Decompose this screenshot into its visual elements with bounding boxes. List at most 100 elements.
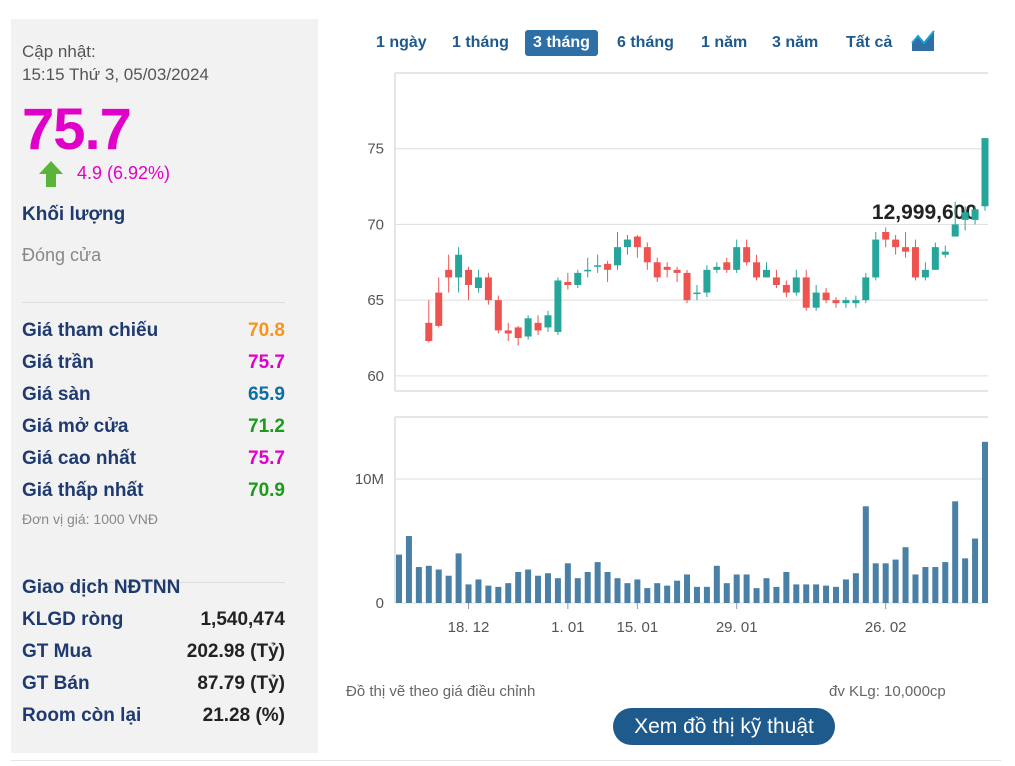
volume-bar <box>445 575 452 603</box>
candle-body <box>693 292 701 295</box>
tab-4[interactable]: 1 năm <box>701 34 748 51</box>
candle-body <box>534 322 542 331</box>
volume-bar <box>912 574 919 603</box>
divider <box>22 582 285 583</box>
tab-0[interactable]: 1 ngày <box>376 34 427 51</box>
x-tick-label: 15. 01 <box>617 619 659 636</box>
candle-body <box>832 300 840 304</box>
tab-5[interactable]: 3 năm <box>772 34 819 51</box>
volume-bar <box>624 583 631 603</box>
volume-value: 12,999,600 <box>871 201 977 224</box>
price-tick-label: 75 <box>367 141 384 158</box>
tab-6[interactable]: Tất cả <box>846 34 893 51</box>
volume-bar <box>654 583 661 603</box>
candle-body <box>911 247 919 278</box>
volume-bar <box>982 441 988 603</box>
volume-bar <box>703 586 710 603</box>
stat-label: Giá trần <box>22 352 94 373</box>
volume-bar <box>594 562 601 603</box>
stock-chart: 60 65 70 75 0 10M 18. 12 1. 01 15. 01 29. 01 26. 0… <box>355 72 989 636</box>
volume-bar <box>684 574 691 603</box>
technical-chart-button[interactable]: Xem đồ thị kỹ thuật <box>613 708 835 745</box>
stat-value: 75.7 <box>248 352 285 373</box>
volume-bar <box>823 585 830 603</box>
up-arrow-icon <box>39 161 63 187</box>
candle-body <box>514 327 522 338</box>
volume-bar <box>803 584 810 603</box>
price-change: 4.9 (6.92%) <box>77 163 171 183</box>
candle-body <box>504 330 512 334</box>
stat-value: 71.2 <box>248 416 285 437</box>
market-status: Đóng cửa <box>22 245 102 265</box>
volume-bar <box>396 554 402 603</box>
foreign-trading-title: Giao dịch NĐTNN <box>22 577 181 598</box>
volume-bar <box>813 584 820 603</box>
x-tick-label: 18. 12 <box>448 619 490 636</box>
volume-bar <box>862 506 869 603</box>
candle-body <box>872 239 880 278</box>
candle-body <box>604 263 612 270</box>
tab-3[interactable]: 6 tháng <box>617 34 674 51</box>
candle-body <box>713 266 721 270</box>
tab-1[interactable]: 1 tháng <box>452 34 509 51</box>
volume-bar <box>972 538 979 603</box>
candle-body <box>703 269 711 293</box>
volume-bar <box>952 501 959 603</box>
volume-bar <box>773 586 780 603</box>
candle-body <box>574 272 582 285</box>
x-tick-label: 1. 01 <box>551 619 584 636</box>
current-price: 75.7 <box>22 97 132 162</box>
candle-body <box>822 292 830 301</box>
volume-bar <box>644 588 651 603</box>
candle-body <box>425 322 433 342</box>
stat-label: Giá thấp nhất <box>22 480 144 501</box>
volume-bar <box>852 573 859 603</box>
candle-body <box>762 269 770 278</box>
volume-bar <box>495 586 502 603</box>
candle-body <box>862 277 870 301</box>
bottom-divider <box>11 760 1001 761</box>
candle-body <box>455 254 463 278</box>
stat-row: Giá thấp nhất 70.9 <box>22 480 285 508</box>
candle-body <box>544 315 552 328</box>
volume-bar <box>942 562 949 603</box>
foreign-row: Room còn lại 21.28 (%) <box>22 705 285 733</box>
update-label: Cập nhật: <box>22 42 96 61</box>
volume-bar <box>465 584 472 603</box>
volume-bar <box>584 572 591 603</box>
candle-body <box>524 318 532 337</box>
area-chart-icon[interactable] <box>911 30 935 52</box>
volume-bar <box>525 569 532 603</box>
volume-bar <box>932 567 939 603</box>
foreign-row: GT Mua 202.98 (Tỷ) <box>22 641 285 669</box>
candle-body <box>892 239 900 248</box>
volume-bar <box>833 586 840 603</box>
candle-body <box>683 272 691 301</box>
volume-bar <box>405 536 412 603</box>
foreign-label: Room còn lại <box>22 705 142 726</box>
price-tick-label: 65 <box>367 292 384 309</box>
candle-body <box>971 209 979 220</box>
candle-body <box>494 300 502 331</box>
volume-bar <box>415 567 422 603</box>
candle-body <box>753 262 761 278</box>
volume-bar <box>455 553 462 603</box>
volume-bar <box>564 563 571 603</box>
update-time: 15:15 Thứ 3, 05/03/2024 <box>22 65 209 84</box>
stat-label: Giá cao nhất <box>22 448 137 469</box>
candle-body <box>782 285 790 293</box>
candle-body <box>882 232 890 240</box>
candle-body <box>445 269 453 278</box>
candle-body <box>474 277 482 289</box>
volume-bar <box>515 572 522 603</box>
candle-body <box>802 277 810 308</box>
divider <box>22 302 285 303</box>
tab-2[interactable]: 3 tháng <box>525 30 598 56</box>
quote-panel <box>11 19 318 753</box>
volume-bar <box>544 573 551 603</box>
volume-unit-note: đv KLg: 10,000cp <box>829 683 946 700</box>
price-tick-label: 70 <box>367 216 384 233</box>
stat-value: 75.7 <box>248 448 285 469</box>
stat-value: 70.8 <box>248 320 285 341</box>
volume-tick-label: 0 <box>376 595 384 612</box>
